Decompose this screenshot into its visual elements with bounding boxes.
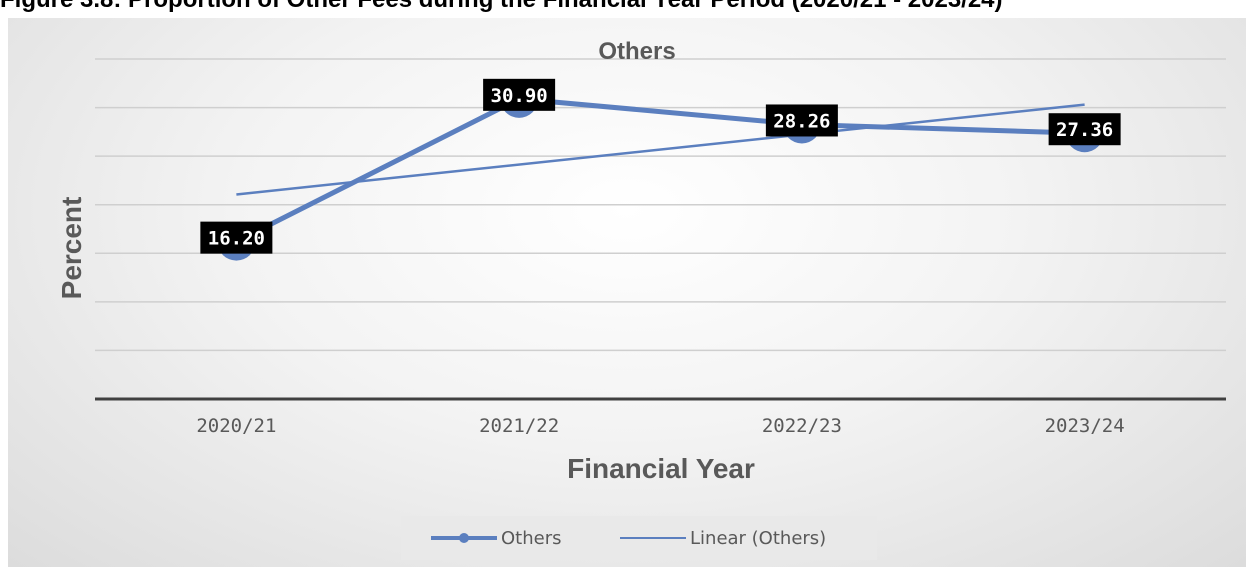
data-label-box: [765, 104, 838, 137]
data-label: 16.20: [208, 228, 265, 250]
trendline-group: [236, 103, 1085, 196]
x-tick-label: 2021/22: [479, 415, 559, 437]
data-label: 27.36: [1056, 119, 1113, 141]
chart-panel: Others Percent Financial Year 2020/21 202…: [8, 18, 1246, 567]
series-line-others: [235, 96, 1085, 244]
x-tick-label: 2023/24: [1045, 415, 1125, 437]
x-tick-label: 2022/23: [762, 415, 842, 437]
data-label: 28.26: [773, 110, 830, 132]
gridlines: [95, 58, 1226, 352]
figure-caption: Figure 3.8: Proportion of Other Fees dur…: [0, 0, 1251, 13]
data-label-group: 16.20 30.90 28.26 27.36: [200, 78, 1121, 254]
x-tick-label: 2020/21: [196, 415, 276, 437]
data-label-box: [200, 221, 273, 254]
x-axis-title: Financial Year: [567, 453, 755, 484]
legend-others-label: Others: [501, 528, 562, 549]
legend-others-marker: [459, 533, 469, 543]
data-label-box: [1048, 113, 1121, 146]
chart-title: Others: [598, 38, 675, 65]
legend-trend-label: Linear (Others): [690, 528, 826, 549]
data-label-box: [483, 78, 556, 111]
line-chart: Others Percent Financial Year 2020/21 202…: [56, 38, 1226, 560]
data-label: 30.90: [491, 85, 548, 107]
x-tick-labels: 2020/21 2021/22 2022/23 2023/24: [196, 415, 1124, 437]
trendline: [236, 103, 1085, 196]
legend: Others Linear (Others): [401, 516, 877, 560]
y-axis-title: Percent: [56, 197, 87, 300]
